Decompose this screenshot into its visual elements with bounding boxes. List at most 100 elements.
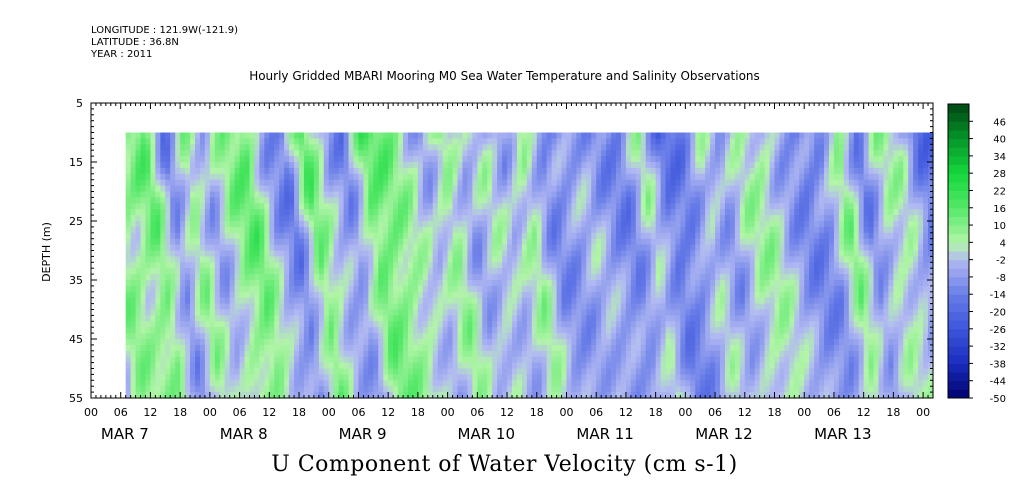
- heatmap-cell: [487, 209, 493, 216]
- heatmap-cell: [620, 309, 627, 316]
- heatmap-cell: [536, 374, 543, 381]
- heatmap-cell: [417, 226, 424, 234]
- heatmap-cell: [541, 309, 548, 316]
- heatmap-cell: [165, 280, 171, 287]
- heatmap-cell: [403, 285, 409, 293]
- heatmap-cell: [422, 226, 429, 234]
- heatmap-cell: [422, 392, 429, 399]
- heatmap-cell: [190, 392, 196, 399]
- heatmap-cell: [363, 197, 369, 204]
- heatmap-cell: [388, 344, 394, 352]
- heatmap-cell: [363, 268, 369, 275]
- heatmap-cell: [328, 179, 335, 187]
- heatmap-cell: [378, 150, 384, 157]
- heatmap-cell: [234, 350, 241, 358]
- heatmap-cell: [284, 226, 290, 234]
- heatmap-cell: [328, 327, 335, 334]
- heatmap-cell: [318, 185, 325, 193]
- heatmap-cell: [308, 356, 315, 364]
- heatmap-cell: [611, 173, 617, 181]
- heatmap-cell: [130, 321, 137, 328]
- heatmap-cell: [417, 280, 424, 287]
- heatmap-cell: [170, 303, 176, 311]
- heatmap-cell: [502, 297, 508, 305]
- heatmap-cell: [328, 150, 335, 157]
- heatmap-cell: [383, 315, 389, 322]
- heatmap-cell: [185, 191, 191, 198]
- heatmap-cell: [640, 167, 647, 175]
- heatmap-cell: [185, 386, 191, 393]
- heatmap-cell: [338, 344, 345, 352]
- heatmap-cell: [611, 185, 617, 193]
- heatmap-cell: [338, 197, 345, 204]
- heatmap-cell: [467, 356, 473, 364]
- heatmap-cell: [536, 138, 543, 145]
- heatmap-cell: [378, 138, 384, 145]
- heatmap-cell: [348, 339, 355, 346]
- heatmap-cell: [274, 356, 280, 364]
- heatmap-cell: [249, 297, 256, 305]
- heatmap-cell: [353, 191, 360, 198]
- heatmap-cell: [640, 309, 647, 316]
- heatmap-cell: [274, 339, 280, 346]
- heatmap-cell: [229, 238, 236, 246]
- heatmap-cell: [407, 256, 414, 263]
- heatmap-cell: [611, 368, 617, 375]
- heatmap-cell: [502, 327, 508, 334]
- heatmap-cell: [472, 232, 478, 240]
- heatmap-cell: [492, 333, 498, 340]
- heatmap-cell: [497, 297, 503, 305]
- heatmap-cell: [378, 132, 384, 139]
- heatmap-cell: [308, 368, 315, 375]
- heatmap-cell: [432, 203, 439, 210]
- heatmap-cell: [467, 138, 473, 145]
- heatmap-cell: [635, 138, 642, 145]
- heatmap-cell: [214, 232, 221, 240]
- heatmap-cell: [313, 350, 320, 358]
- heatmap-cell: [531, 339, 538, 346]
- heatmap-cell: [180, 285, 186, 293]
- heatmap-cell: [214, 173, 221, 181]
- heatmap-cell: [665, 232, 672, 240]
- heatmap-cell: [591, 238, 597, 246]
- heatmap-cell: [507, 333, 513, 340]
- heatmap-cell: [472, 156, 478, 163]
- heatmap-cell: [234, 321, 241, 328]
- heatmap-cell: [289, 291, 295, 299]
- heatmap-cell: [422, 386, 429, 393]
- heatmap-cell: [635, 226, 642, 234]
- heatmap-cell: [323, 274, 330, 281]
- heatmap-cell: [229, 150, 236, 157]
- heatmap-cell: [442, 274, 449, 281]
- heatmap-cell: [234, 197, 241, 204]
- heatmap-cell: [586, 380, 592, 387]
- heatmap-cell: [308, 268, 315, 275]
- heatmap-cell: [417, 297, 424, 305]
- heatmap-cell: [185, 150, 191, 157]
- heatmap-cell: [333, 309, 340, 316]
- heatmap-cell: [422, 333, 429, 340]
- heatmap-cell: [467, 209, 473, 216]
- heatmap-cell: [279, 221, 285, 228]
- heatmap-cell: [606, 132, 612, 139]
- heatmap-cell: [190, 321, 196, 328]
- heatmap-cell: [536, 344, 543, 352]
- heatmap-cell: [625, 203, 632, 210]
- heatmap-cell: [531, 309, 538, 316]
- heatmap-cell: [229, 215, 236, 222]
- heatmap-cell: [660, 327, 667, 334]
- heatmap-cell: [422, 185, 429, 193]
- heatmap-cell: [487, 315, 493, 322]
- heatmap-cell: [224, 138, 231, 145]
- heatmap-cell: [195, 156, 201, 163]
- heatmap-cell: [398, 321, 404, 328]
- heatmap-cell: [670, 162, 677, 169]
- heatmap-cell: [348, 209, 355, 216]
- heatmap-cell: [303, 215, 310, 222]
- heatmap-cell: [279, 344, 285, 352]
- heatmap-cell: [313, 138, 320, 145]
- heatmap-cell: [383, 344, 389, 352]
- heatmap-cell: [195, 280, 201, 287]
- heatmap-cell: [259, 297, 265, 305]
- heatmap-cell: [269, 162, 275, 169]
